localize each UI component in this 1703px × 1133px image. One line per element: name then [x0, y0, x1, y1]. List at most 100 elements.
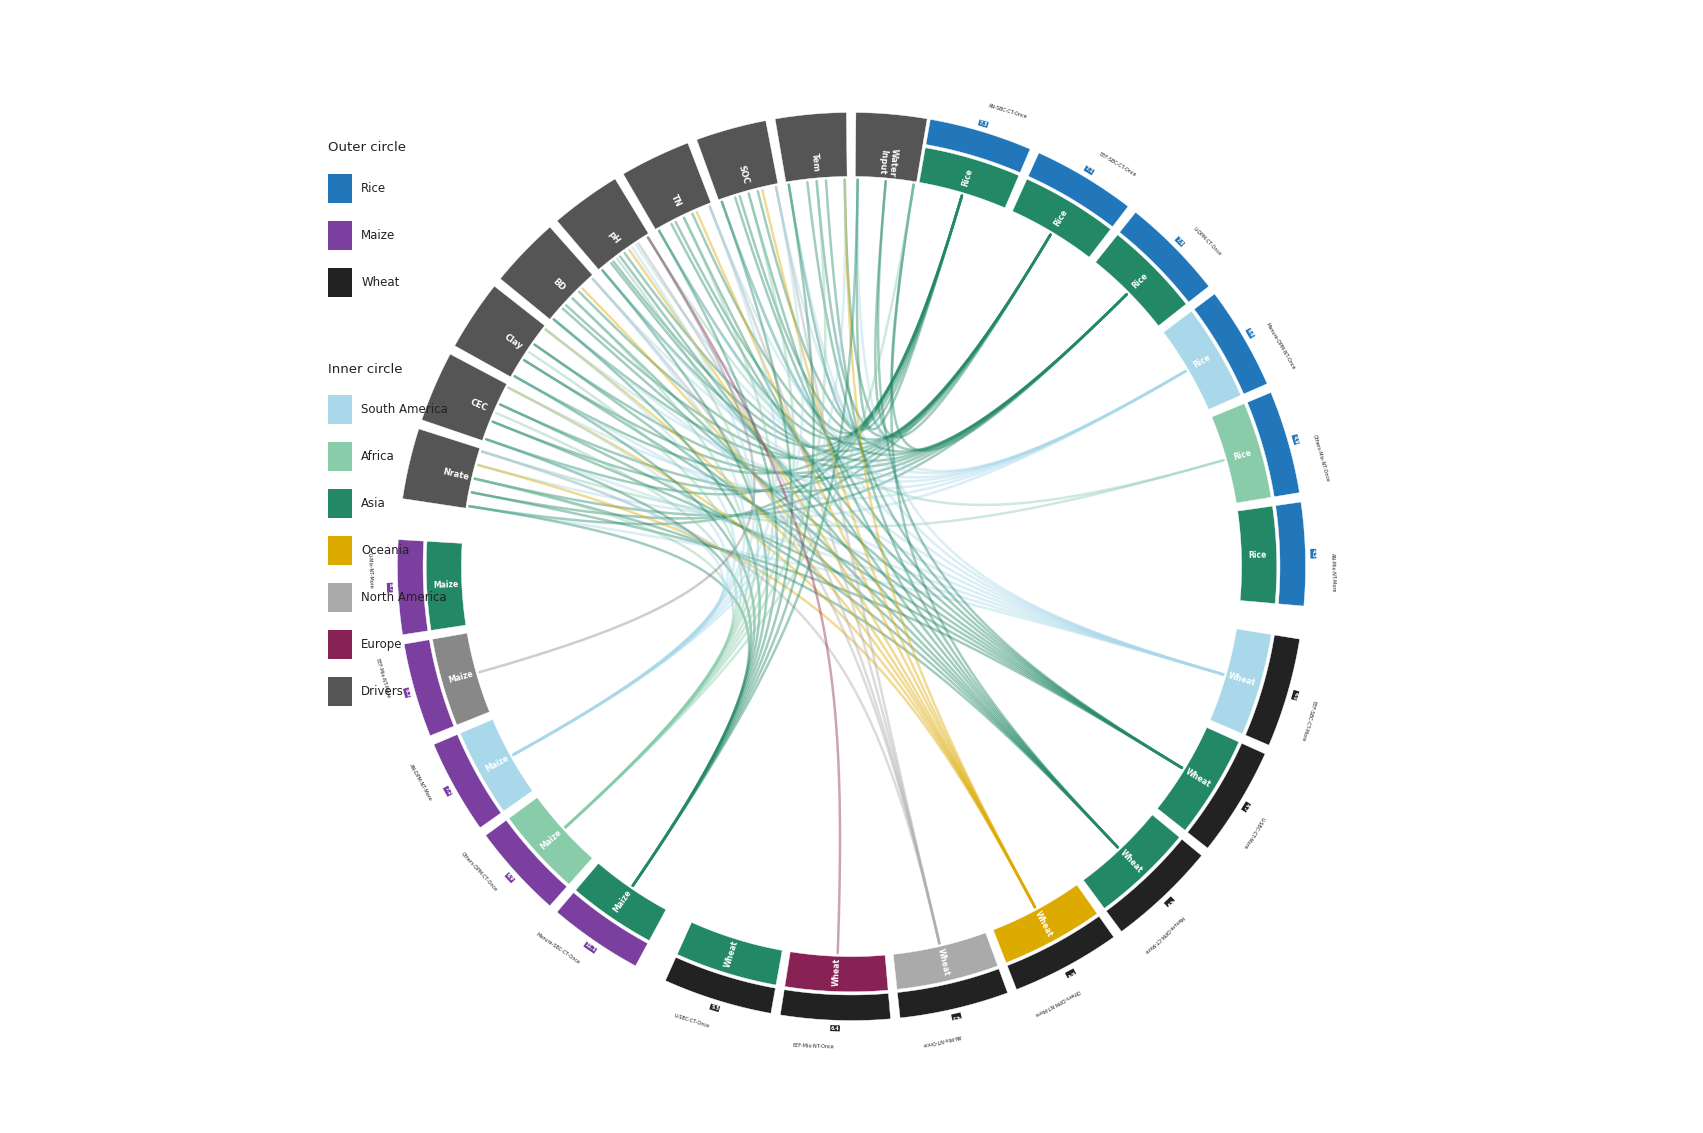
Polygon shape — [501, 227, 593, 320]
Text: BD: BD — [550, 278, 567, 293]
Text: 5.5: 5.5 — [710, 1004, 720, 1012]
Text: Rice: Rice — [1052, 208, 1069, 229]
Bar — [327, 395, 353, 425]
Text: 7.1: 7.1 — [1085, 165, 1093, 174]
Text: Wheat: Wheat — [833, 959, 841, 987]
Polygon shape — [1107, 840, 1202, 931]
Polygon shape — [557, 893, 647, 966]
Text: EEF-SBC-CT-More: EEF-SBC-CT-More — [1299, 700, 1316, 742]
Text: Manure-SBC-CT-Once: Manure-SBC-CT-Once — [535, 932, 581, 965]
Text: U-Mix-NT-More: U-Mix-NT-More — [366, 553, 373, 589]
Polygon shape — [926, 119, 1030, 172]
Polygon shape — [1029, 153, 1127, 227]
Text: Drivers: Drivers — [361, 685, 404, 698]
Polygon shape — [1187, 743, 1265, 849]
Bar — [327, 536, 353, 565]
Polygon shape — [623, 143, 710, 229]
Text: North America: North America — [361, 591, 446, 604]
Text: Wheat: Wheat — [1034, 910, 1054, 938]
Bar — [327, 583, 353, 612]
Bar — [327, 489, 353, 519]
Polygon shape — [920, 147, 1018, 207]
Text: 4.9: 4.9 — [1165, 897, 1175, 906]
Text: Others-DPM-CT-Once: Others-DPM-CT-Once — [460, 851, 497, 893]
Text: 7.6: 7.6 — [1175, 237, 1185, 247]
Bar — [327, 442, 353, 471]
Text: Inner circle: Inner circle — [327, 363, 402, 376]
Polygon shape — [397, 539, 427, 634]
Text: Maize: Maize — [448, 670, 475, 685]
Text: CEC: CEC — [468, 398, 489, 414]
Polygon shape — [666, 957, 775, 1013]
Text: U-SBC-CT-Once: U-SBC-CT-Once — [673, 1013, 710, 1029]
Polygon shape — [434, 734, 501, 828]
Polygon shape — [485, 820, 567, 905]
Polygon shape — [785, 952, 889, 991]
Text: Asia: Asia — [361, 497, 387, 510]
Polygon shape — [775, 112, 846, 182]
Text: Manure-DPM-CT-More: Manure-DPM-CT-More — [1143, 914, 1184, 954]
Text: 8.3: 8.3 — [404, 688, 410, 698]
Polygon shape — [433, 633, 489, 725]
Text: AN-Mix-NT-Once: AN-Mix-NT-Once — [921, 1032, 962, 1047]
Text: 6.6: 6.6 — [1247, 329, 1255, 339]
Text: EEF-Mix-NT-Once: EEF-Mix-NT-Once — [792, 1043, 834, 1050]
Text: Wheat: Wheat — [722, 939, 739, 969]
Text: Clay: Clay — [502, 332, 525, 351]
Polygon shape — [780, 989, 891, 1021]
Polygon shape — [894, 932, 998, 989]
Polygon shape — [1119, 212, 1209, 303]
Polygon shape — [422, 355, 507, 441]
Text: 7.2: 7.2 — [443, 786, 451, 796]
Text: Wheat: Wheat — [1117, 847, 1144, 875]
Bar — [327, 221, 353, 249]
Text: Nrate: Nrate — [443, 467, 470, 482]
Polygon shape — [455, 287, 545, 377]
Text: Manure-DPM-NT-Once: Manure-DPM-NT-Once — [1265, 322, 1296, 370]
Text: TN: TN — [669, 193, 683, 208]
Text: EEF-Mix-NT-More: EEF-Mix-NT-More — [375, 657, 392, 699]
Polygon shape — [1163, 312, 1241, 409]
Text: 4.0: 4.0 — [1291, 690, 1299, 700]
Text: 4.7: 4.7 — [1241, 802, 1250, 812]
Text: 6.9: 6.9 — [506, 872, 514, 883]
Polygon shape — [855, 112, 926, 182]
Text: Maize: Maize — [538, 828, 564, 852]
Text: Maize: Maize — [433, 580, 458, 590]
Polygon shape — [1006, 917, 1114, 989]
Text: U-SBC-CT-More: U-SBC-CT-More — [1241, 816, 1265, 850]
Text: U-DPM-CT-Once: U-DPM-CT-Once — [1192, 227, 1223, 257]
Polygon shape — [678, 922, 782, 985]
Polygon shape — [1083, 815, 1180, 909]
Text: Europe: Europe — [361, 638, 404, 651]
Polygon shape — [404, 640, 455, 735]
Text: pH: pH — [606, 230, 622, 246]
Bar — [327, 630, 353, 659]
Bar — [327, 267, 353, 297]
Polygon shape — [1247, 392, 1299, 496]
Bar — [327, 678, 353, 706]
Text: Rice: Rice — [361, 181, 387, 195]
Polygon shape — [1194, 293, 1267, 394]
Bar — [327, 173, 353, 203]
Text: 8.7: 8.7 — [387, 583, 393, 593]
Text: Africa: Africa — [361, 450, 395, 463]
Text: Others-DPM-NT-More: Others-DPM-NT-More — [1034, 988, 1081, 1016]
Text: Outer circle: Outer circle — [327, 142, 405, 154]
Text: EEF-SBC-CT-Once: EEF-SBC-CT-Once — [1098, 152, 1136, 178]
Polygon shape — [1245, 634, 1299, 746]
Text: Water
Input: Water Input — [877, 147, 899, 177]
Text: AN-Mix-NT-More: AN-Mix-NT-More — [1330, 553, 1337, 593]
Polygon shape — [1013, 179, 1110, 257]
Polygon shape — [993, 885, 1097, 963]
Text: Wheat: Wheat — [1184, 767, 1213, 789]
Polygon shape — [576, 863, 666, 940]
Text: Wheat: Wheat — [361, 275, 400, 289]
Text: South America: South America — [361, 403, 448, 416]
Text: 4.5: 4.5 — [952, 1013, 960, 1020]
Text: Rice: Rice — [1248, 551, 1267, 560]
Text: 7.3: 7.3 — [979, 120, 988, 127]
Text: Tem: Tem — [809, 152, 821, 172]
Polygon shape — [1095, 235, 1187, 326]
Polygon shape — [509, 798, 593, 885]
